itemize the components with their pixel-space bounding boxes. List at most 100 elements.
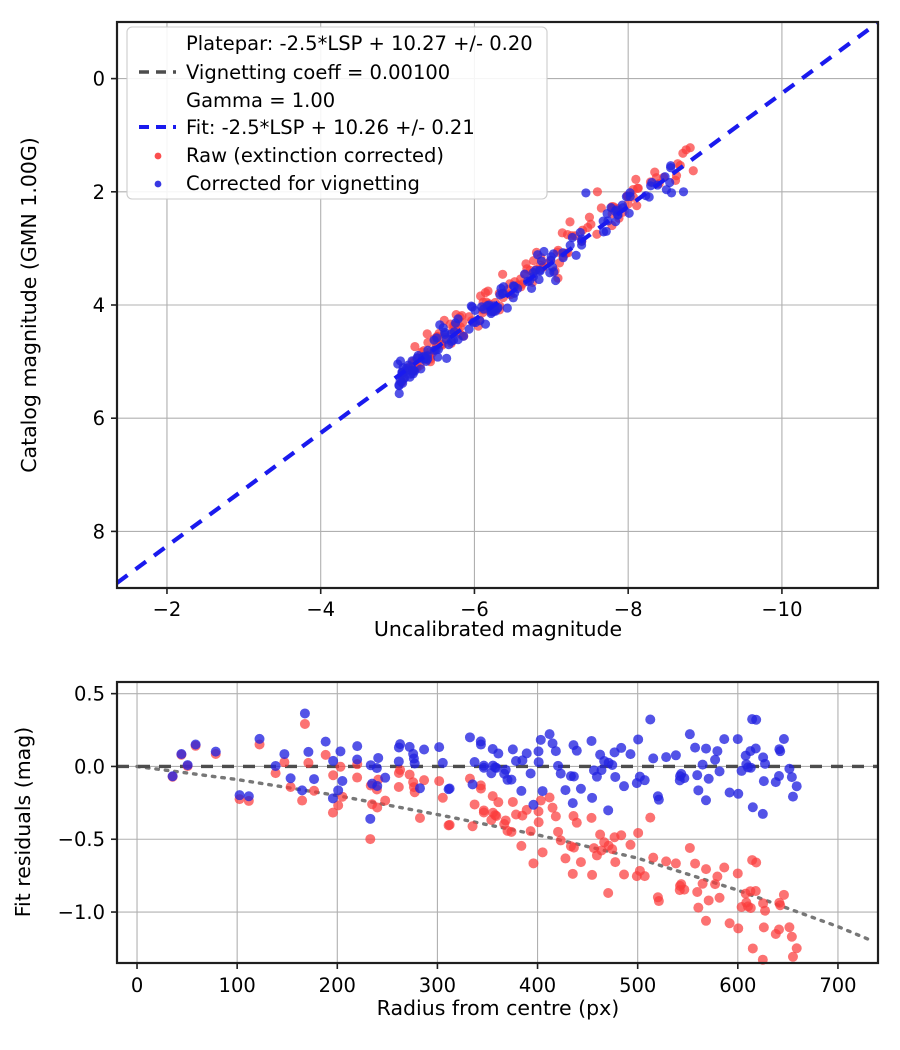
datapoint-corrected — [502, 303, 512, 313]
panel2-scatter-points — [167, 708, 802, 965]
residual-raw — [434, 776, 445, 787]
residual-raw — [692, 887, 703, 898]
residual-corrected — [693, 785, 704, 796]
residual-corrected — [486, 768, 497, 779]
residual-raw — [631, 871, 642, 882]
residual-corrected — [586, 735, 597, 746]
residual-raw — [661, 856, 672, 867]
residual-raw — [507, 796, 518, 807]
residual-corrected — [371, 763, 382, 774]
panel2-axes-frame — [115, 680, 880, 965]
residual-raw — [724, 918, 735, 929]
residual-raw — [625, 839, 636, 850]
residual-corrected — [525, 768, 536, 779]
residual-corrected — [408, 748, 419, 759]
residual-raw — [786, 931, 797, 942]
residual-raw — [684, 842, 695, 853]
panel2-yaxis-label: Fit residuals (mag) — [11, 727, 35, 918]
datapoint-corrected — [567, 232, 577, 243]
residual-raw — [285, 782, 296, 793]
legend-entry-gamma: Gamma = 1.00 — [186, 89, 335, 112]
residual-raw — [517, 810, 528, 821]
residual-corrected — [758, 776, 769, 787]
residual-corrected — [758, 752, 769, 763]
panel1-ytick-3: 6 — [93, 407, 105, 430]
residual-corrected — [741, 759, 752, 770]
residual-corrected — [732, 734, 743, 745]
residual-raw — [478, 807, 489, 818]
residual-raw — [328, 770, 339, 781]
residual-raw — [714, 892, 725, 903]
residual-corrected — [757, 808, 768, 819]
panel-fit-residuals: 0 100 200 300 400 500 600 700 0.5 0.0 −0.5 −1.0 Rad… — [11, 680, 880, 1020]
residual-corrected — [444, 783, 455, 794]
datapoint-corrected — [498, 282, 509, 292]
panel1-ytick-2: 4 — [93, 294, 105, 317]
residual-raw — [599, 837, 610, 848]
residual-raw — [270, 768, 281, 779]
datapoint-raw — [688, 166, 698, 176]
residual-raw — [770, 929, 781, 939]
residual-corrected — [352, 741, 363, 752]
legend-box — [126, 26, 548, 200]
residual-corrected — [567, 798, 578, 809]
datapoint-corrected — [526, 283, 537, 293]
datapoint-corrected — [442, 353, 452, 363]
datapoint-raw — [632, 201, 642, 211]
residual-raw — [607, 844, 618, 855]
residual-raw — [475, 783, 486, 794]
residual-corrected — [544, 729, 555, 740]
panel1-xtick-4: −10 — [761, 598, 802, 621]
residual-corrected — [692, 770, 703, 781]
datapoint-corrected — [666, 188, 677, 198]
residual-corrected — [367, 778, 378, 789]
residual-corrected — [182, 760, 193, 771]
legend-entry-fit: Fit: -2.5*LSP + 10.26 +/- 0.21 — [186, 116, 475, 139]
datapoint-corrected — [440, 327, 450, 338]
residual-raw — [380, 795, 391, 806]
residual-raw — [693, 902, 704, 913]
panel2-ytick-0: 0.5 — [74, 683, 105, 706]
residual-raw — [550, 811, 561, 822]
residual-raw — [567, 868, 578, 879]
residual-corrected — [254, 733, 265, 744]
residual-corrected — [419, 744, 430, 755]
datapoint-raw — [583, 222, 593, 233]
residual-raw — [367, 799, 378, 810]
residual-raw — [652, 892, 663, 903]
residual-corrected — [528, 799, 539, 810]
residual-corrected — [661, 752, 672, 763]
residual-raw — [778, 889, 789, 900]
residual-raw — [697, 878, 708, 889]
residual-corrected — [560, 785, 571, 796]
residual-corrected — [393, 756, 404, 767]
residual-corrected — [365, 813, 376, 824]
residual-corrected — [701, 743, 712, 754]
datapoint-corrected — [429, 335, 439, 345]
residual-raw — [712, 871, 723, 882]
residual-raw — [395, 764, 406, 775]
residual-raw — [555, 835, 566, 846]
residual-raw — [710, 879, 721, 890]
residual-corrected — [719, 734, 730, 745]
panel2-gridlines — [117, 682, 878, 963]
residual-corrected — [533, 746, 544, 757]
residual-corrected — [670, 750, 681, 761]
residual-corrected — [690, 742, 701, 753]
residual-corrected — [791, 781, 802, 792]
panel2-ticklabels: 0 100 200 300 400 500 600 700 0.5 0.0 −0.5 −1.0 — [58, 683, 857, 997]
residual-corrected — [285, 773, 296, 784]
residual-corrected — [380, 772, 391, 783]
residual-corrected — [352, 754, 363, 765]
residual-corrected — [328, 755, 339, 766]
datapoint-raw — [633, 183, 643, 193]
residual-corrected — [553, 760, 564, 771]
datapoint-corrected — [464, 324, 474, 334]
residual-raw — [467, 821, 478, 832]
residual-corrected — [533, 757, 544, 768]
residual-corrected — [607, 760, 618, 771]
residual-raw — [674, 885, 685, 896]
panel2-xaxis-label: Radius from centre (px) — [377, 996, 620, 1020]
